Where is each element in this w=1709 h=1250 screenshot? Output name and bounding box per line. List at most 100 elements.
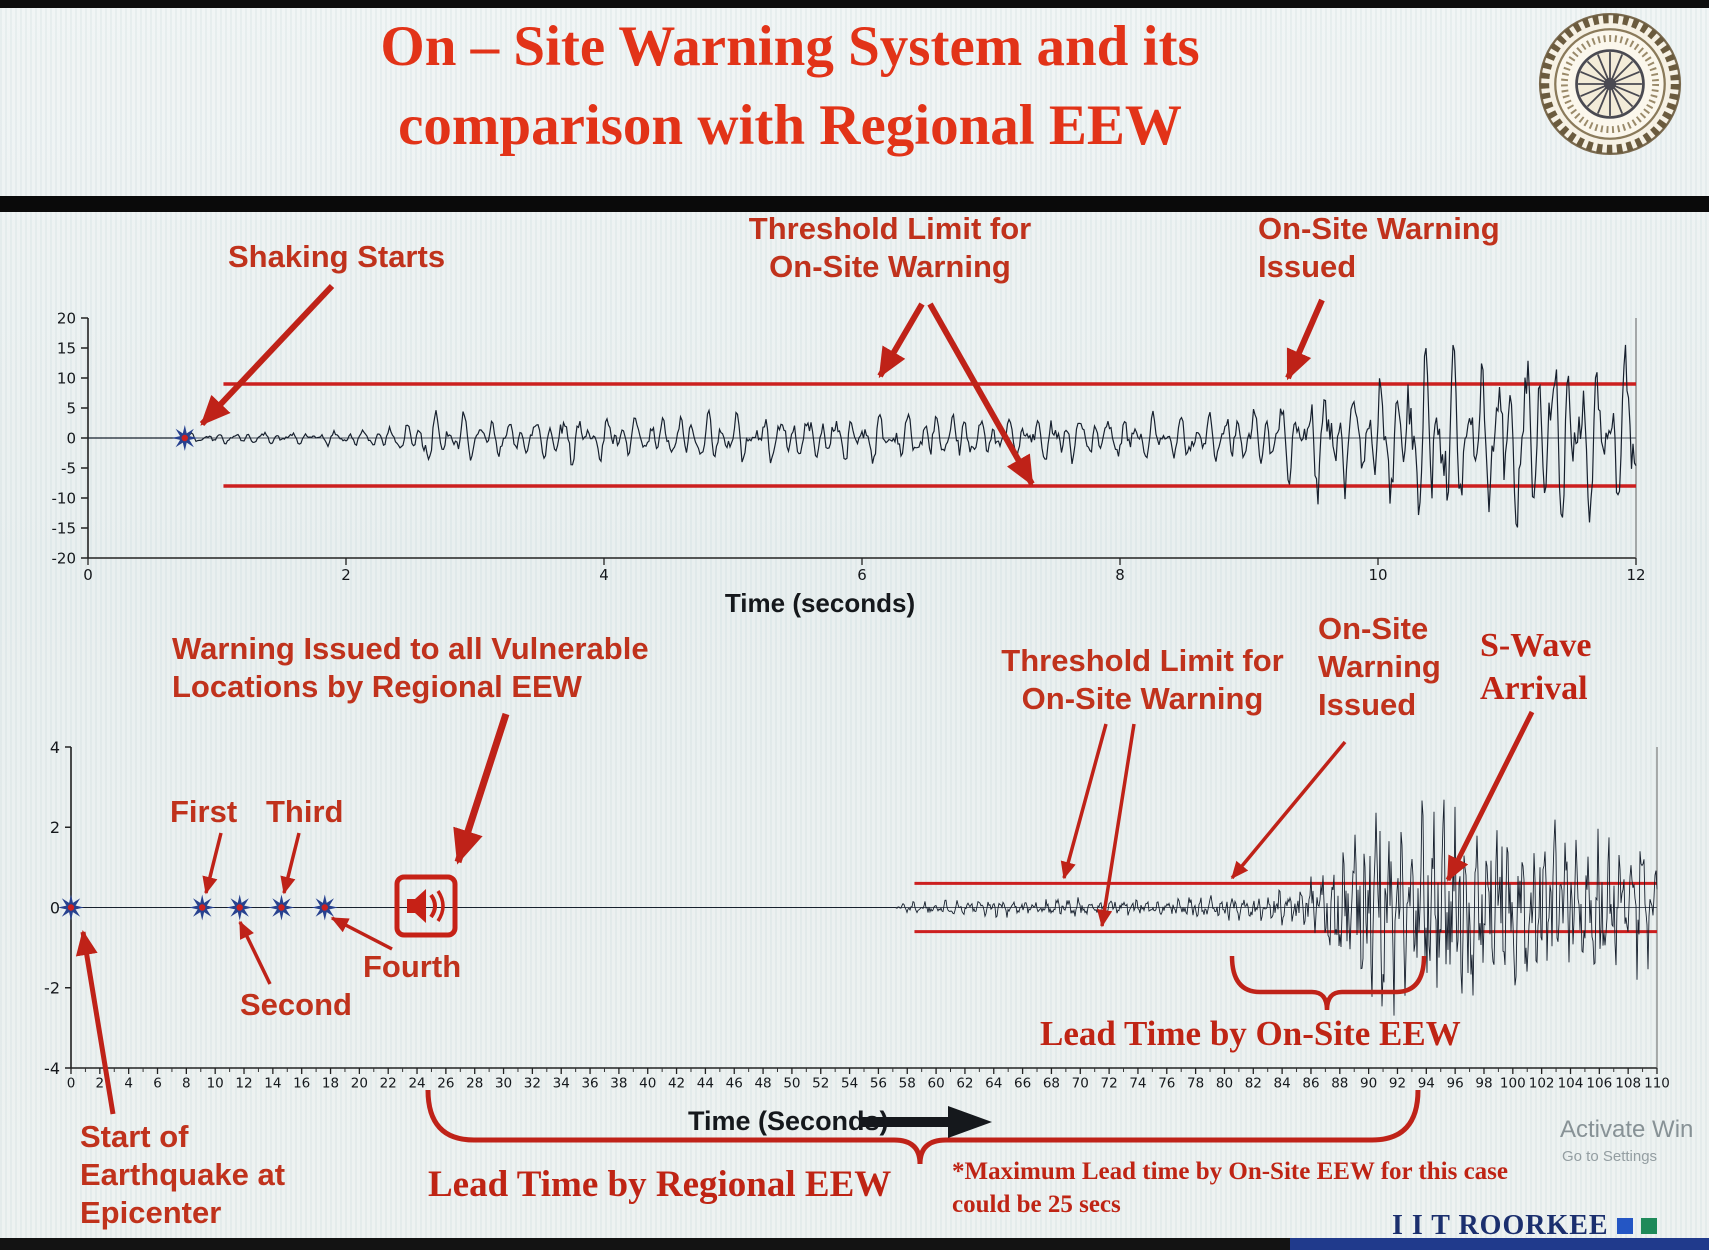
shaking-starts-label: Shaking Starts [228, 239, 446, 274]
start-epicenter-line2: Earthquake at [80, 1156, 286, 1192]
svg-text:12: 12 [1626, 566, 1645, 584]
svg-text:4: 4 [599, 566, 609, 584]
activate-windows-watermark: Activate Win [1560, 1116, 1694, 1143]
svg-text:8: 8 [182, 1076, 191, 1092]
svg-text:16: 16 [293, 1076, 310, 1092]
svg-text:0: 0 [83, 566, 93, 584]
svg-text:-5: -5 [61, 459, 76, 477]
svg-text:44: 44 [697, 1076, 714, 1092]
lead-time-onsite-label: Lead Time by On-Site EEW [1040, 1014, 1461, 1053]
svg-text:66: 66 [1014, 1076, 1031, 1092]
svg-text:50: 50 [783, 1076, 800, 1092]
max-lead-time-note-line2: could be 25 secs [952, 1190, 1121, 1218]
svg-text:24: 24 [408, 1076, 425, 1092]
svg-text:18: 18 [322, 1076, 339, 1092]
onsite-warning-issued-label-top: On-Site Warning Issued [1258, 210, 1500, 286]
svg-text:58: 58 [899, 1076, 916, 1092]
bottom-chart-xlabel: Time (Seconds) [688, 1106, 889, 1136]
svg-text:92: 92 [1389, 1076, 1406, 1092]
svg-text:-2: -2 [44, 979, 60, 998]
svg-text:56: 56 [870, 1076, 887, 1092]
svg-text:90: 90 [1360, 1076, 1377, 1092]
svg-text:8: 8 [1115, 566, 1125, 584]
svg-text:15: 15 [57, 339, 76, 357]
svg-text:46: 46 [726, 1076, 743, 1092]
bottom-edge-bar-blue [1290, 1238, 1709, 1250]
svg-text:110: 110 [1644, 1076, 1670, 1092]
svg-text:94: 94 [1418, 1076, 1435, 1092]
svg-text:2: 2 [96, 1076, 105, 1092]
svg-text:64: 64 [985, 1076, 1002, 1092]
svg-text:48: 48 [754, 1076, 771, 1092]
top-chart-xlabel: Time (seconds) [724, 588, 916, 618]
start-epicenter-line1: Start of [80, 1119, 189, 1154]
s-wave-arrival-label: S-Wave Arrival [1480, 625, 1591, 710]
svg-text:86: 86 [1302, 1076, 1319, 1092]
brand-square-blue-icon [1616, 1218, 1633, 1234]
svg-text:42: 42 [668, 1076, 685, 1092]
onsite-warning-issued-label-bottom: On-Site Warning Issued [1318, 610, 1441, 723]
svg-text:70: 70 [1072, 1076, 1089, 1092]
first-detection-label: First [170, 794, 238, 829]
svg-text:10: 10 [1368, 566, 1387, 584]
svg-text:100: 100 [1500, 1076, 1526, 1092]
regional-warning-label: Warning Issued to all Vulnerable Locatio… [172, 630, 649, 706]
svg-text:80: 80 [1216, 1076, 1233, 1092]
svg-text:96: 96 [1447, 1076, 1464, 1092]
regional-warning-line2: Locations by Regional EEW [172, 668, 582, 704]
svg-text:20: 20 [57, 309, 76, 327]
svg-text:82: 82 [1245, 1076, 1262, 1092]
svg-text:14: 14 [264, 1076, 281, 1092]
svg-text:-10: -10 [52, 489, 77, 507]
title-divider-bar [0, 196, 1709, 212]
max-lead-time-note-line1: *Maximum Lead time by On-Site EEW for th… [952, 1158, 1509, 1185]
regional-warning-alarm-icon [394, 874, 458, 938]
svg-text:6: 6 [857, 566, 867, 584]
s-wave-line1: S-Wave [1480, 627, 1592, 664]
svg-text:108: 108 [1615, 1076, 1641, 1092]
svg-text:-15: -15 [52, 519, 77, 537]
title-line2: comparison with Regional EEW [398, 93, 1182, 157]
seismogram-trace [88, 344, 1637, 528]
svg-text:-4: -4 [44, 1059, 60, 1078]
svg-text:-20: -20 [52, 549, 77, 567]
onsite-issued-top-line1: On-Site Warning [1258, 211, 1500, 246]
start-epicenter-line3: Epicenter [80, 1194, 222, 1230]
iit-roorkee-logo [1538, 12, 1682, 156]
svg-text:28: 28 [466, 1076, 483, 1092]
svg-text:62: 62 [956, 1076, 973, 1092]
svg-text:2: 2 [341, 566, 351, 584]
svg-text:5: 5 [66, 399, 76, 417]
svg-text:84: 84 [1274, 1076, 1291, 1092]
svg-text:20: 20 [351, 1076, 368, 1092]
svg-text:12: 12 [235, 1076, 252, 1092]
svg-text:102: 102 [1529, 1076, 1555, 1092]
svg-text:22: 22 [380, 1076, 397, 1092]
brand-square-green-icon [1640, 1218, 1657, 1234]
footer-brand-text: I I T ROORKEE [1392, 1210, 1609, 1241]
svg-text:10: 10 [207, 1076, 224, 1092]
svg-text:4: 4 [50, 738, 60, 757]
svg-text:52: 52 [812, 1076, 829, 1092]
svg-text:0: 0 [67, 1076, 76, 1092]
lead-time-regional-label: Lead Time by Regional EEW [428, 1164, 892, 1205]
svg-text:30: 30 [495, 1076, 512, 1092]
regional-warning-line1: Warning Issued to all Vulnerable [172, 631, 649, 666]
svg-text:26: 26 [437, 1076, 454, 1092]
onsite-issued-bottom-line1: On-Site [1318, 611, 1429, 646]
onsite-issued-top-line2: Issued [1258, 248, 1357, 284]
title-line1: On – Site Warning System and its [380, 15, 1200, 78]
threshold-limit-label-top: Threshold Limit for On-Site Warning [735, 210, 1045, 286]
svg-text:104: 104 [1558, 1076, 1584, 1092]
onsite-issued-bottom-line3: Issued [1318, 686, 1417, 722]
threshold-limit-top-line1: Threshold Limit for [748, 211, 1032, 246]
svg-text:72: 72 [1101, 1076, 1118, 1092]
svg-text:78: 78 [1187, 1076, 1204, 1092]
bottom-seismogram-chart: 420-2-40 2 4 6 8 10 12 14 16 18 20 22 24 26 28 30 32 34 36… [44, 738, 1670, 1092]
svg-text:0: 0 [66, 429, 76, 447]
svg-text:68: 68 [1043, 1076, 1060, 1092]
svg-text:38: 38 [610, 1076, 627, 1092]
top-seismogram-chart: 20 15 10 5 0 -5 -10 -15 -20 0 2 4 6 8 10 12 [52, 309, 1646, 584]
svg-text:74: 74 [1129, 1076, 1146, 1092]
